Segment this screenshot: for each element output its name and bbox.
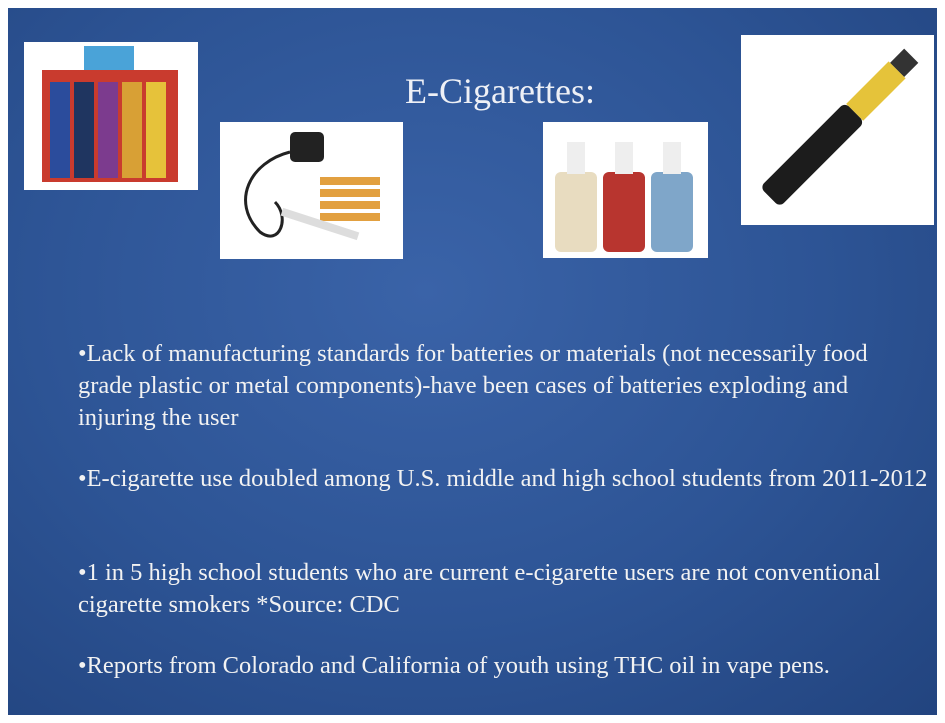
slide: E-Cigarettes: •Lack of manufacturing sta… [8, 8, 937, 715]
product-image [543, 122, 708, 258]
page: E-Cigarettes: •Lack of manufacturing sta… [0, 0, 945, 723]
bullet-text: •Lack of manufacturing standards for bat… [78, 338, 928, 434]
product-image [220, 122, 403, 259]
bullet-text: •Reports from Colorado and California of… [78, 650, 928, 682]
product-image [24, 42, 198, 190]
image-art [220, 122, 403, 259]
image-art [543, 122, 708, 258]
slide-title: E-Cigarettes: [308, 70, 692, 112]
bullet-text: •1 in 5 high school students who are cur… [78, 557, 928, 621]
bullet-text: •E-cigarette use doubled among U.S. midd… [78, 463, 928, 495]
product-image [741, 35, 934, 225]
image-art [24, 42, 198, 190]
image-art [741, 35, 934, 225]
